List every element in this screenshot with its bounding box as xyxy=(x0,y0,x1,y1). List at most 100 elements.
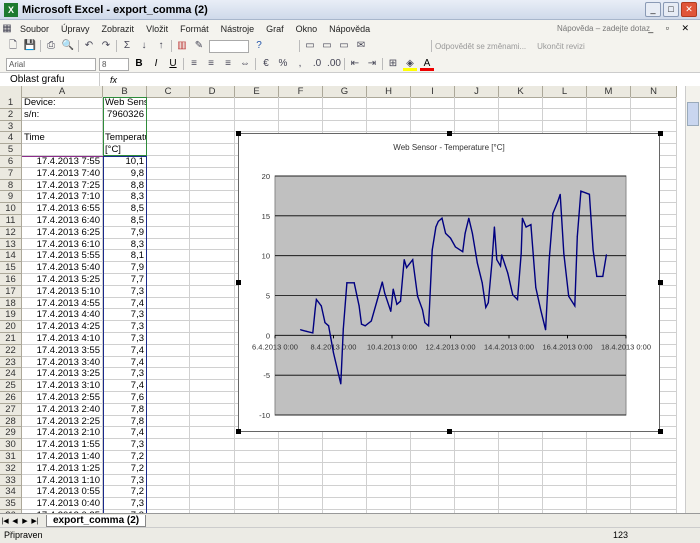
row-header[interactable]: 30 xyxy=(0,439,22,451)
cell-A32[interactable]: 17.4.2013 1:25 xyxy=(22,462,103,475)
column-header-D[interactable]: D xyxy=(190,86,235,98)
cell[interactable] xyxy=(323,120,367,133)
cell[interactable] xyxy=(190,439,235,451)
resize-handle[interactable] xyxy=(236,429,241,434)
menu-zobrazit[interactable]: Zobrazit xyxy=(101,23,135,34)
menu-soubor[interactable]: Soubor xyxy=(20,23,50,34)
row-header[interactable]: 1 xyxy=(0,97,22,109)
cell[interactable] xyxy=(367,462,411,475)
underline-button[interactable]: U xyxy=(169,58,177,69)
row-header[interactable]: 4 xyxy=(0,132,22,145)
cell[interactable] xyxy=(190,403,235,416)
cell[interactable] xyxy=(543,474,587,487)
thousands-icon[interactable]: , xyxy=(298,58,302,69)
menu-graf[interactable]: Graf xyxy=(266,23,284,34)
cell[interactable] xyxy=(587,120,631,133)
cell[interactable] xyxy=(367,97,411,109)
cell-B2[interactable]: 7960326 xyxy=(103,108,147,121)
cell[interactable] xyxy=(147,368,190,381)
cell-A5[interactable] xyxy=(22,144,103,156)
help-icon[interactable]: ? xyxy=(256,40,262,51)
cell[interactable] xyxy=(190,179,235,192)
cell-A36[interactable]: 17.4.2013 0:25 xyxy=(22,510,103,513)
cell[interactable] xyxy=(235,486,279,499)
cell[interactable] xyxy=(147,356,190,369)
currency-icon[interactable]: € xyxy=(263,58,269,69)
chart-object[interactable]: Web Sensor - Temperature [°C] -10 -5 0 5 10 15… xyxy=(236,131,663,434)
cell[interactable] xyxy=(190,474,235,487)
cell[interactable] xyxy=(147,238,190,251)
row-header[interactable]: 3 xyxy=(0,120,22,133)
row-header[interactable]: 14 xyxy=(0,250,22,263)
cell[interactable] xyxy=(323,462,367,475)
minimize-button[interactable]: _ xyxy=(645,2,661,17)
cell-A31[interactable]: 17.4.2013 1:40 xyxy=(22,451,103,463)
cell[interactable] xyxy=(631,510,677,513)
fx-icon[interactable]: fx xyxy=(110,74,118,85)
cell[interactable] xyxy=(147,132,190,145)
decrease-indent-icon[interactable]: ⇤ xyxy=(350,58,360,69)
percent-icon[interactable]: % xyxy=(278,58,288,69)
cell[interactable] xyxy=(543,486,587,499)
track-icon[interactable]: ✉ xyxy=(356,40,366,51)
cell-A6[interactable]: 17.4.2013 7:55 xyxy=(22,156,103,168)
resize-handle[interactable] xyxy=(447,131,452,136)
column-header-E[interactable]: E xyxy=(235,86,279,98)
fill-color-icon[interactable]: ◈ xyxy=(403,57,417,71)
help-search-input[interactable]: Nápověda – zadejte dotaz xyxy=(557,24,650,33)
cell-A14[interactable]: 17.4.2013 5:55 xyxy=(22,250,103,263)
cell[interactable] xyxy=(147,344,190,357)
cell[interactable] xyxy=(631,498,677,510)
cell-B30[interactable]: 7,3 xyxy=(103,439,147,451)
cell-A26[interactable]: 17.4.2013 2:55 xyxy=(22,392,103,404)
cell[interactable] xyxy=(587,97,631,109)
cell[interactable] xyxy=(543,462,587,475)
font-color-icon[interactable]: A xyxy=(420,57,434,71)
cell[interactable] xyxy=(411,462,455,475)
review-icon-2[interactable]: ▭ xyxy=(322,40,332,51)
cell[interactable] xyxy=(279,451,323,463)
cell[interactable] xyxy=(411,486,455,499)
cell[interactable] xyxy=(190,380,235,392)
cell-A12[interactable]: 17.4.2013 6:25 xyxy=(22,226,103,239)
cell-A2[interactable]: s/n: xyxy=(22,108,103,121)
cell[interactable] xyxy=(587,474,631,487)
cell[interactable] xyxy=(367,510,411,513)
column-header-M[interactable]: M xyxy=(587,86,631,98)
cell[interactable] xyxy=(631,97,677,109)
cell-B22[interactable]: 7,4 xyxy=(103,344,147,357)
column-header-F[interactable]: F xyxy=(279,86,323,98)
cell[interactable] xyxy=(499,510,543,513)
row-header[interactable]: 5 xyxy=(0,144,22,156)
cell[interactable] xyxy=(323,486,367,499)
cell[interactable] xyxy=(631,108,677,121)
cell-A11[interactable]: 17.4.2013 6:40 xyxy=(22,215,103,227)
cell[interactable] xyxy=(367,486,411,499)
cell[interactable] xyxy=(190,285,235,298)
cell[interactable] xyxy=(279,498,323,510)
cell[interactable] xyxy=(543,498,587,510)
row-header[interactable]: 36 xyxy=(0,510,22,513)
cell[interactable] xyxy=(190,415,235,428)
column-header-A[interactable]: A xyxy=(22,86,103,98)
cell[interactable] xyxy=(411,120,455,133)
print-preview-icon[interactable]: 🔍 xyxy=(61,40,75,51)
cell[interactable] xyxy=(147,498,190,510)
cell[interactable] xyxy=(190,309,235,322)
cell-A8[interactable]: 17.4.2013 7:25 xyxy=(22,179,103,192)
menu-napoveda[interactable]: Nápověda xyxy=(329,23,371,34)
cell-A23[interactable]: 17.4.2013 3:40 xyxy=(22,356,103,369)
cell-B21[interactable]: 7,3 xyxy=(103,333,147,345)
cell[interactable] xyxy=(543,97,587,109)
cell-A7[interactable]: 17.4.2013 7:40 xyxy=(22,167,103,180)
cell[interactable] xyxy=(190,226,235,239)
cell-B25[interactable]: 7,4 xyxy=(103,380,147,392)
cell[interactable] xyxy=(147,144,190,156)
document-window-controls[interactable]: _ ▫ ✕ xyxy=(648,23,694,33)
cell[interactable] xyxy=(367,120,411,133)
sort-asc-icon[interactable]: ↓ xyxy=(141,40,147,51)
new-icon[interactable]: 🗋 xyxy=(8,40,18,51)
cell[interactable] xyxy=(587,439,631,451)
cell[interactable] xyxy=(587,451,631,463)
cell[interactable] xyxy=(235,427,279,440)
